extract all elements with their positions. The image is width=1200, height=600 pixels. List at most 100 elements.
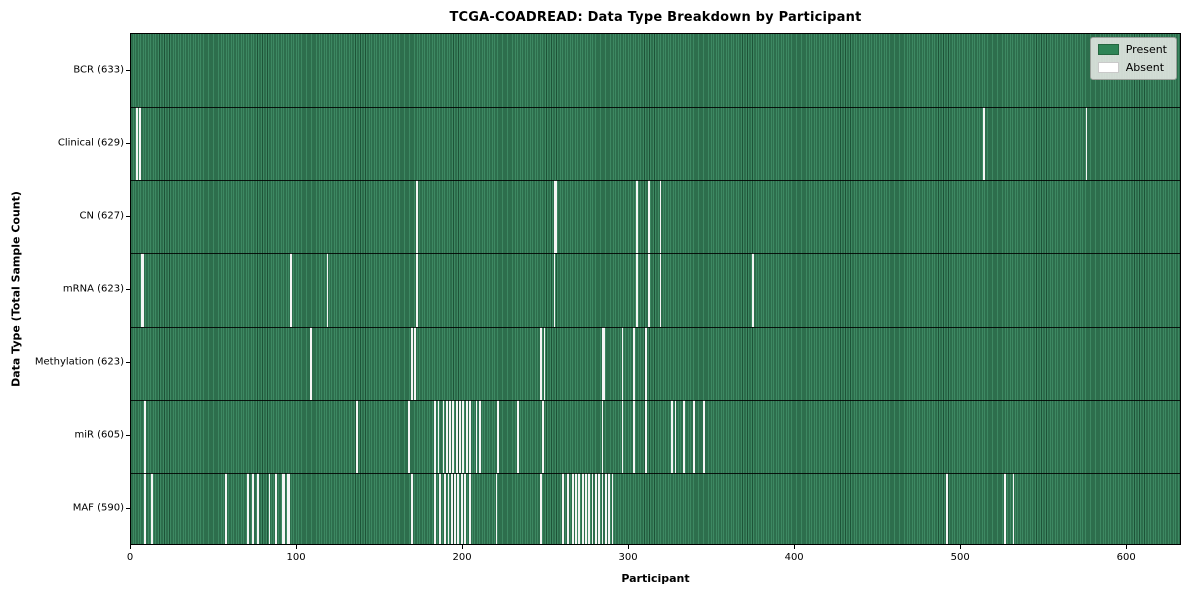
y-tick-mark [126, 69, 130, 71]
absent-stripe [581, 472, 584, 544]
x-tick-label-600: 600 [1116, 552, 1136, 563]
row-separator [131, 399, 1180, 401]
x-tick-label-300: 300 [618, 552, 638, 563]
absent-stripe [571, 472, 574, 544]
absent-stripe [452, 399, 455, 473]
y-tick-mark [126, 508, 130, 510]
x-tick-mark [296, 545, 298, 549]
absent-stripe [150, 472, 153, 544]
absent-stripe [591, 472, 594, 544]
absent-stripe [575, 472, 577, 544]
absent-stripe [604, 472, 607, 544]
absent-stripe [541, 399, 544, 473]
absent-stripe [479, 399, 481, 473]
x-tick-label-400: 400 [784, 552, 804, 563]
absent-stripe [648, 180, 650, 254]
absent-stripe [603, 326, 606, 400]
absent-stripe [281, 472, 284, 544]
y-tick-label-miR: miR (605) [74, 429, 124, 441]
present-swatch-icon [1097, 44, 1119, 55]
absent-stripe [455, 399, 458, 473]
absent-stripe [251, 472, 254, 544]
absent-stripe [682, 399, 685, 473]
chart-title: TCGA-COADREAD: Data Type Breakdown by Pa… [449, 10, 862, 25]
absent-stripe [566, 472, 569, 544]
absent-stripe [288, 472, 291, 544]
absent-stripe [442, 399, 445, 473]
absent-swatch-icon [1097, 62, 1119, 73]
heatmap-row-Clinical [131, 107, 1180, 181]
absent-stripe [578, 472, 581, 544]
absent-stripe [517, 399, 519, 473]
x-tick-mark [960, 545, 962, 549]
absent-stripe [540, 472, 543, 544]
absent-stripe [674, 399, 677, 473]
x-tick-mark [1126, 545, 1128, 549]
absent-stripe [1012, 472, 1015, 544]
absent-stripe [621, 399, 624, 473]
absent-stripe [469, 472, 471, 544]
y-tick-label-Clinical: Clinical (629) [57, 137, 124, 149]
y-tick-mark [126, 435, 130, 437]
x-tick-label-100: 100 [286, 552, 306, 563]
absent-stripe [286, 472, 289, 544]
absent-stripe [595, 472, 597, 544]
absent-stripe [636, 253, 639, 327]
absent-stripe [268, 472, 271, 544]
absent-stripe [644, 326, 647, 400]
y-tick-label-CN: CN (627) [79, 210, 124, 222]
absent-stripe [437, 399, 440, 473]
absent-stripe [356, 399, 359, 473]
absent-stripe [633, 326, 635, 400]
absent-stripe [434, 472, 437, 544]
absent-stripe [139, 107, 142, 181]
absent-stripe [247, 472, 249, 544]
absent-stripe [469, 399, 471, 473]
absent-stripe [752, 253, 755, 327]
y-tick-mark [126, 362, 130, 364]
absent-stripe [464, 472, 466, 544]
absent-stripe [553, 180, 556, 254]
absent-stripe [671, 399, 674, 473]
absent-stripe [659, 180, 662, 254]
absent-stripe [449, 399, 451, 473]
absent-stripe [495, 472, 498, 544]
y-tick-label-mRNA: mRNA (623) [62, 283, 124, 295]
absent-stripe [326, 253, 329, 327]
absent-stripe [457, 472, 460, 544]
absent-stripe [416, 253, 418, 327]
y-tick-mark [126, 142, 130, 144]
absent-stripe [588, 472, 591, 544]
x-tick-mark [628, 545, 630, 549]
absent-stripe [444, 472, 446, 544]
legend-absent-label: Absent [1125, 61, 1165, 74]
absent-stripe [460, 472, 463, 544]
y-tick-mark [126, 215, 130, 217]
absent-stripe [543, 326, 546, 400]
absent-stripe [140, 253, 143, 327]
absent-stripe [601, 472, 604, 544]
x-tick-mark [130, 545, 131, 549]
heatmap-row-MAF [131, 472, 1180, 544]
absent-stripe [659, 253, 662, 327]
row-separator [131, 107, 1180, 109]
absent-stripe [283, 472, 286, 544]
heatmap-row-Methylation [131, 326, 1180, 400]
absent-stripe [275, 472, 277, 544]
legend: Present Absent [1089, 37, 1177, 80]
x-tick-mark [794, 545, 796, 549]
absent-stripe [434, 399, 437, 473]
absent-stripe [416, 180, 418, 254]
x-tick-label-500: 500 [950, 552, 970, 563]
heatmap-row-mRNA [131, 253, 1180, 327]
absent-stripe [454, 472, 456, 544]
absent-stripe [497, 399, 500, 473]
heatmap-row-BCR [131, 34, 1180, 108]
absent-stripe [414, 326, 417, 400]
x-tick-label-0: 0 [126, 552, 134, 563]
absent-stripe [633, 399, 635, 473]
absent-stripe [644, 399, 647, 473]
legend-entry-absent: Absent [1097, 61, 1167, 74]
row-separator [131, 253, 1180, 255]
legend-entry-present: Present [1097, 43, 1167, 56]
